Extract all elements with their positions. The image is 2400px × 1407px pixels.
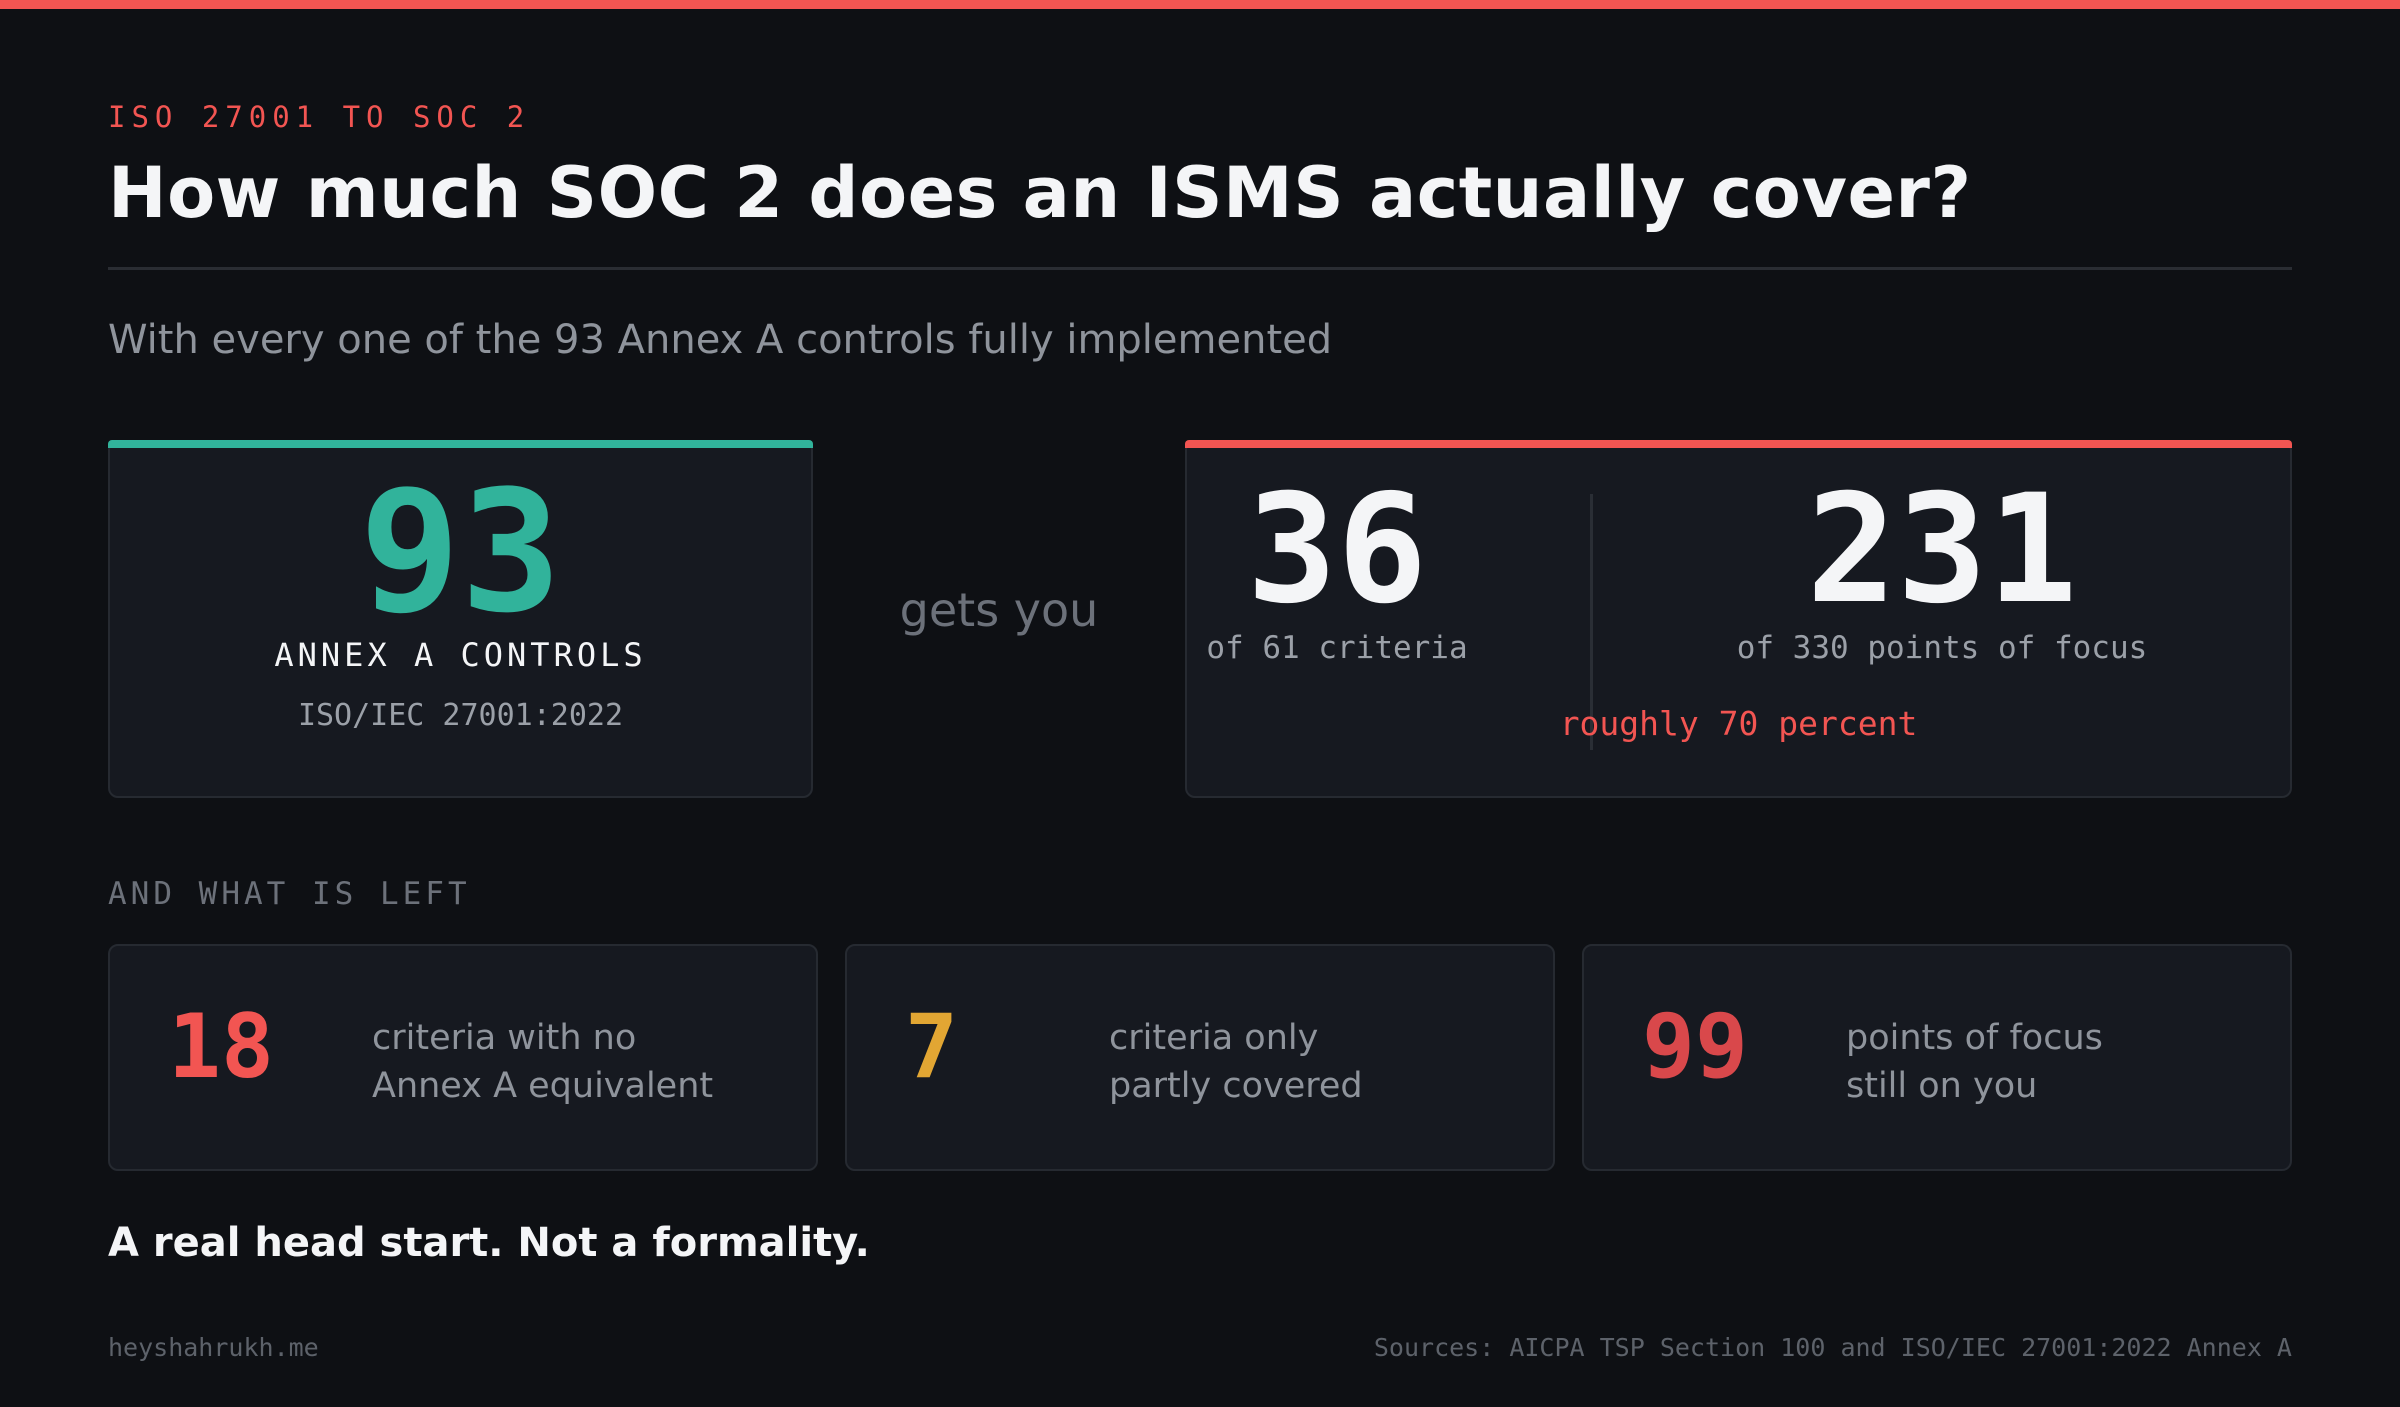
stat-value: 99 xyxy=(1642,995,1748,1098)
source-card-accent xyxy=(108,440,813,448)
eyebrow-label: ISO 27001 TO SOC 2 xyxy=(108,100,531,134)
stat-value: 18 xyxy=(168,995,274,1098)
stat-card-partial: 7 criteria only partly covered xyxy=(845,944,1555,1171)
stat-description-line: still on you xyxy=(1846,1065,2038,1106)
result-card-accent xyxy=(1185,440,2292,448)
page-title: How much SOC 2 does an ISMS actually cov… xyxy=(108,152,1972,234)
criteria-label: of 61 criteria xyxy=(1206,630,1468,666)
points-label: of 330 points of focus xyxy=(1736,630,2148,666)
standard-label: ISO/IEC 27001:2022 xyxy=(297,698,624,733)
result-divider xyxy=(1590,494,1593,750)
stat-description-line: partly covered xyxy=(1109,1065,1363,1106)
remaining-heading: AND WHAT IS LEFT xyxy=(108,876,471,912)
footer-sources: Sources: AICPA TSP Section 100 and ISO/I… xyxy=(1373,1333,2292,1362)
controls-count: 93 xyxy=(359,454,562,650)
criteria-count: 36 xyxy=(1246,463,1428,637)
stat-description: points of focus still on you xyxy=(1846,1015,2103,1110)
stat-description-line: Annex A equivalent xyxy=(372,1065,714,1106)
stat-description: criteria only partly covered xyxy=(1109,1015,1363,1110)
result-card: 36 of 61 criteria 231 of 330 points of f… xyxy=(1185,440,2292,798)
footer-site: heyshahrukh.me xyxy=(108,1333,319,1362)
stat-description-line: criteria with no xyxy=(372,1018,637,1058)
stat-description-line: points of focus xyxy=(1846,1018,2103,1058)
points-count: 231 xyxy=(1806,463,2078,637)
controls-label: ANNEX A CONTROLS xyxy=(274,636,647,674)
coverage-summary: roughly 70 percent xyxy=(1559,704,1918,743)
tagline: A real head start. Not a formality. xyxy=(108,1220,870,1266)
stat-value: 7 xyxy=(905,995,958,1098)
connector-text: gets you xyxy=(899,583,1099,637)
stat-card-points-left: 99 points of focus still on you xyxy=(1582,944,2292,1171)
page-subtitle: With every one of the 93 Annex A control… xyxy=(108,317,1333,363)
top-accent-bar xyxy=(0,0,2400,9)
stat-description: criteria with no Annex A equivalent xyxy=(372,1015,713,1110)
title-divider xyxy=(108,267,2292,270)
source-card: 93 ANNEX A CONTROLS ISO/IEC 27001:2022 xyxy=(108,440,813,798)
stat-card-uncovered: 18 criteria with no Annex A equivalent xyxy=(108,944,818,1171)
stat-description-line: criteria only xyxy=(1109,1018,1319,1058)
